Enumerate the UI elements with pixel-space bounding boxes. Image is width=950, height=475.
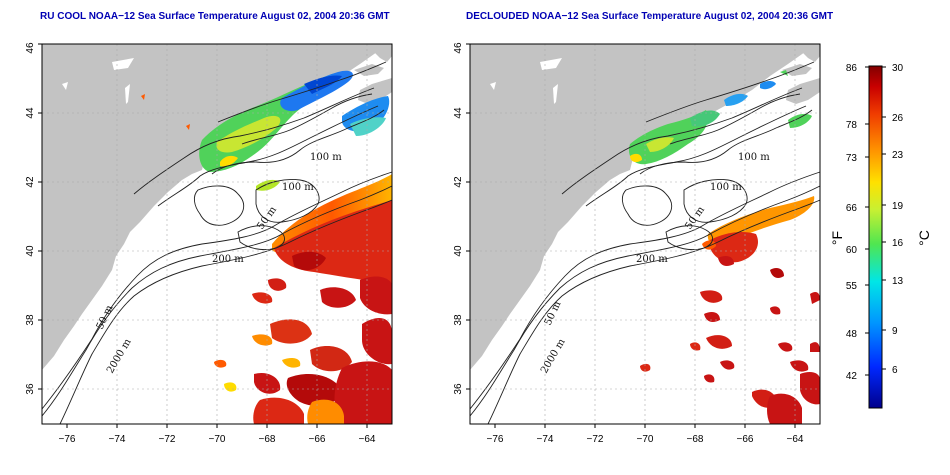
colorbar-celsius-label: °C — [916, 230, 932, 246]
left-sst-data — [141, 70, 392, 424]
right-lon-tick-66: −66 — [737, 434, 754, 445]
colorbar-c-tick-23: 23 — [892, 150, 904, 161]
right-lat-tick-40: 40 — [453, 245, 464, 257]
colorbar-f-tick-66: 66 — [846, 203, 858, 214]
colorbar-f-tick-73: 73 — [846, 153, 858, 164]
right-isobath-100m-label-2: 100 m — [710, 182, 742, 193]
right-isobath-100m-label-1: 100 m — [738, 152, 770, 163]
colorbar-f-tick-42: 42 — [846, 371, 858, 382]
colorbar-c-tick-16: 16 — [892, 238, 904, 249]
colorbar-f-tick-55: 55 — [846, 281, 858, 292]
right-lat-tick-38: 38 — [453, 314, 464, 326]
left-lon-tick-74: −74 — [109, 434, 126, 445]
left-lat-tick-42: 42 — [25, 176, 36, 188]
colorbar-c-tick-13: 13 — [892, 276, 904, 287]
colorbar-f-tick-60: 60 — [846, 245, 858, 256]
colorbar-c-tick-9: 9 — [892, 326, 898, 337]
right-map-title: DECLOUDED NOAA−12 Sea Surface Temperatur… — [466, 11, 834, 22]
colorbar-c-tick-26: 26 — [892, 113, 904, 124]
right-isobath-200m-label: 200 m — [636, 254, 668, 265]
colorbar-c-tick-6: 6 — [892, 365, 898, 376]
temperature-colorbar — [865, 65, 886, 409]
left-lon-tick-68: −68 — [259, 434, 276, 445]
colorbar-f-tick-48: 48 — [846, 329, 858, 340]
left-isobath-100m-label-1: 100 m — [310, 152, 342, 163]
right-lat-tick-42: 42 — [453, 176, 464, 188]
left-isobath-100m-label-2: 100 m — [282, 182, 314, 193]
right-lon-tick-64: −64 — [787, 434, 804, 445]
left-isobath-200m-label: 200 m — [212, 254, 244, 265]
left-lat-tick-44: 44 — [25, 107, 36, 119]
left-lon-tick-64: −64 — [359, 434, 376, 445]
colorbar-c-tick-30: 30 — [892, 63, 904, 74]
left-sst-map: 100 m 100 m 50 m 200 m 50 m 2000 m — [41, 43, 393, 425]
right-sst-map: 100 m 100 m 50 m 200 m 50 m 2000 m — [469, 43, 821, 425]
right-lat-tick-44: 44 — [453, 107, 464, 119]
left-map-axes — [38, 43, 368, 428]
right-lon-tick-74: −74 — [537, 434, 554, 445]
right-lat-tick-46: 46 — [453, 42, 464, 54]
right-sst-data — [628, 70, 820, 424]
left-lon-tick-76: −76 — [59, 434, 76, 445]
left-lat-tick-40: 40 — [25, 245, 36, 257]
right-lon-tick-72: −72 — [587, 434, 604, 445]
colorbar-f-tick-78: 78 — [846, 120, 858, 131]
left-lat-tick-38: 38 — [25, 314, 36, 326]
left-lon-tick-70: −70 — [209, 434, 226, 445]
colorbar-c-tick-19: 19 — [892, 201, 904, 212]
colorbar-fahrenheit-label: °F — [829, 231, 845, 245]
left-map-title: RU COOL NOAA−12 Sea Surface Temperature … — [40, 11, 390, 22]
left-lat-tick-46: 46 — [25, 42, 36, 54]
right-lat-tick-36: 36 — [453, 383, 464, 395]
left-lon-tick-66: −66 — [309, 434, 326, 445]
right-lon-tick-70: −70 — [637, 434, 654, 445]
left-lon-tick-72: −72 — [159, 434, 176, 445]
right-map-axes — [466, 43, 796, 428]
left-lat-tick-36: 36 — [25, 383, 36, 395]
right-lon-tick-76: −76 — [487, 434, 504, 445]
colorbar-f-tick-86: 86 — [846, 63, 858, 74]
right-lon-tick-68: −68 — [687, 434, 704, 445]
